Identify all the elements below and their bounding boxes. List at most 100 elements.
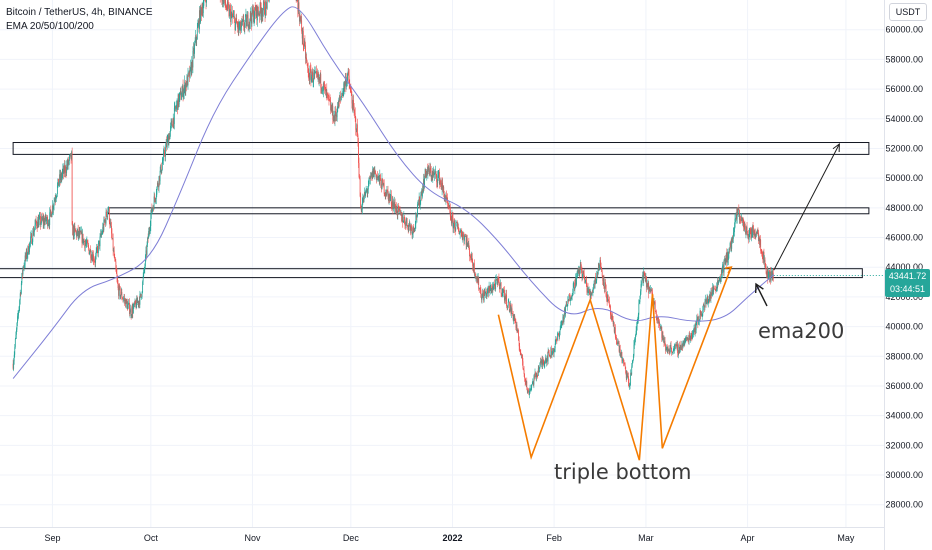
candle-body: [578, 270, 580, 272]
candle-body: [534, 376, 535, 378]
candle-body: [623, 359, 624, 363]
candle-body: [747, 234, 748, 236]
candle-body: [437, 175, 439, 184]
candle-body: [666, 347, 668, 349]
candle-body: [401, 216, 403, 222]
candle-body: [308, 72, 310, 79]
candle-body: [478, 278, 480, 289]
price-zone-rect[interactable]: [107, 207, 870, 215]
candle-body: [748, 234, 750, 240]
candle-body: [62, 168, 64, 174]
candle-body: [513, 315, 515, 318]
candle-body: [202, 8, 204, 14]
candle-body: [181, 91, 183, 98]
candle-body: [14, 347, 16, 355]
candle-body: [626, 374, 628, 379]
candle-body: [377, 176, 379, 178]
chart-grid: [0, 0, 884, 527]
candle-body: [243, 27, 245, 28]
triple-bottom-lines[interactable]: [497, 266, 733, 461]
candle-body: [681, 343, 683, 350]
time-axis[interactable]: Sep Oct Nov Dec 2022 Feb Mar Apr May: [44, 533, 854, 543]
candle-body: [376, 174, 377, 181]
candle-body: [496, 278, 498, 281]
candle-body: [644, 274, 646, 282]
candle-body: [221, 0, 223, 2]
candle-body: [498, 278, 500, 285]
candle-body: [601, 268, 603, 272]
candle-body: [378, 175, 380, 181]
candle-body: [565, 304, 567, 306]
candle-body: [246, 14, 247, 27]
candle-body: [450, 216, 452, 219]
price-axis[interactable]: 28000.00 30000.00 32000.00 34000.00 36000.00…: [885, 25, 923, 510]
candle-body: [26, 250, 28, 258]
candle-body: [411, 226, 412, 229]
candle-body: [768, 270, 770, 277]
candle-body: [25, 250, 27, 258]
candle-body: [636, 326, 638, 331]
candle-body: [379, 174, 381, 181]
triple-bottom-annotation[interactable]: triple bottom: [554, 460, 692, 484]
candle-body: [142, 276, 144, 282]
candle-body: [759, 239, 761, 245]
candle-body: [223, 0, 224, 5]
candle-body: [58, 178, 59, 186]
candle-body: [767, 276, 769, 280]
candle-body: [587, 287, 589, 293]
candle-body: [375, 173, 377, 175]
currency-badge[interactable]: USDT: [889, 3, 927, 21]
candle-body: [329, 100, 331, 102]
candle-body: [54, 199, 56, 201]
candle-body: [261, 13, 263, 17]
candle-body: [164, 155, 166, 157]
candle-body: [260, 2, 262, 10]
ema200-annotation[interactable]: ema200: [758, 319, 845, 343]
candle-body: [179, 92, 181, 97]
candle-body: [532, 380, 534, 385]
candle-body: [329, 99, 330, 101]
candle-body: [525, 381, 527, 384]
candle-body: [367, 189, 369, 193]
candle-body: [689, 337, 691, 340]
pattern-polyline[interactable]: [497, 266, 732, 461]
candle-body: [382, 180, 384, 186]
candle-body: [679, 345, 681, 349]
candle-body: [434, 172, 436, 174]
candle-body: [353, 100, 354, 106]
candle-body: [176, 100, 178, 105]
candle-body: [581, 269, 583, 277]
candle-body: [770, 271, 771, 281]
price-zone-rect[interactable]: [0, 268, 863, 279]
candle-body: [317, 73, 319, 78]
candle-body: [243, 19, 245, 28]
candle-body: [446, 195, 447, 200]
candle-body: [416, 215, 418, 218]
candle-body: [646, 283, 648, 288]
candle-body: [465, 236, 467, 245]
candle-body: [524, 373, 526, 379]
candle-body: [67, 159, 69, 167]
candle-body: [559, 331, 560, 338]
candle-body: [503, 290, 505, 293]
time-tick-label: 2022: [442, 533, 462, 543]
candle-body: [226, 1, 228, 10]
candle-body: [466, 238, 468, 246]
candle-body: [455, 222, 457, 231]
candle-body: [706, 296, 708, 303]
candle-body: [684, 339, 686, 342]
support-resistance-zones[interactable]: [0, 142, 870, 279]
candle-body: [553, 348, 554, 353]
candle-body: [554, 343, 556, 349]
price-zone-rect[interactable]: [12, 142, 870, 155]
projection-arrow[interactable]: [773, 143, 840, 271]
candle-body: [419, 201, 421, 207]
candle-body: [173, 117, 175, 125]
candle-body: [318, 73, 319, 80]
candle-body: [517, 330, 518, 332]
ema-pointer-arrow[interactable]: [755, 283, 768, 307]
indicator-legend[interactable]: EMA 20/50/100/200: [6, 21, 94, 32]
candle-body: [31, 241, 33, 244]
annotation-arrows[interactable]: [754, 142, 840, 307]
